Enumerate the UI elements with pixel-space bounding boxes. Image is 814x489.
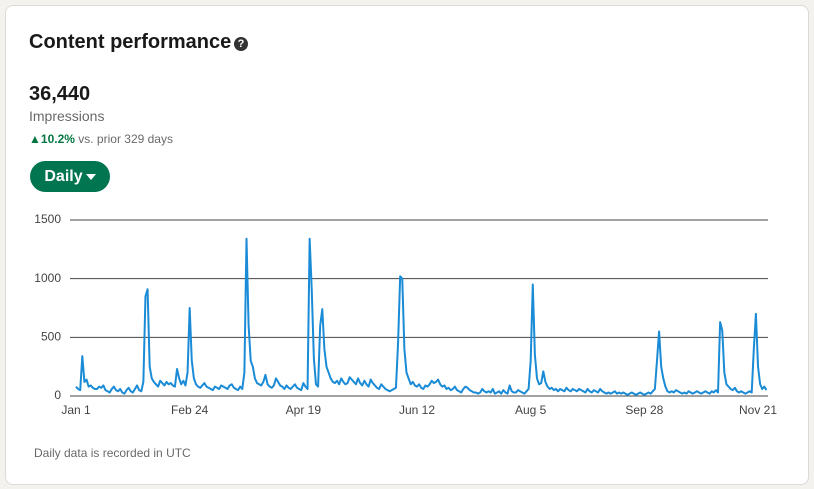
y-tick-label: 1500 (34, 212, 61, 226)
card: Content performance ? 36,440 Impressions… (5, 5, 809, 485)
change-value: 10.2% (40, 132, 75, 146)
impressions-value: 36,440 (29, 83, 91, 105)
period-button[interactable]: Daily (30, 161, 110, 192)
change-up: ▲10.2% (29, 132, 75, 146)
x-tick-label: Sep 28 (625, 403, 663, 417)
y-tick-label: 500 (41, 330, 61, 344)
x-tick-label: Apr 19 (286, 403, 322, 417)
card-title: Content performance (29, 31, 232, 53)
x-tick-label: Jan 1 (61, 403, 91, 417)
chart: 0 500 1000 1500 Jan 1 Feb 24 Apr 19 Jun 12 Aug 5… (34, 212, 777, 417)
footer-note: Daily data is recorded in UTC (34, 446, 191, 460)
caret (85, 173, 96, 180)
x-tick-label: Aug 5 (515, 403, 547, 417)
help-icon[interactable]: ? (234, 37, 248, 51)
button-label: Daily (44, 168, 83, 185)
y-tick-label: 1000 (34, 271, 61, 285)
y-tick-label: 0 (54, 388, 61, 402)
change-text: vs. prior 329 days (78, 132, 173, 146)
data-line (75, 237, 768, 396)
x-tick-label: Jun 12 (399, 403, 435, 417)
impressions-label: Impressions (29, 108, 105, 124)
change: ▲10.2% vs. prior 329 days (29, 132, 173, 146)
x-tick-label: Nov 21 (739, 403, 777, 417)
x-tick-label: Feb 24 (171, 403, 209, 417)
